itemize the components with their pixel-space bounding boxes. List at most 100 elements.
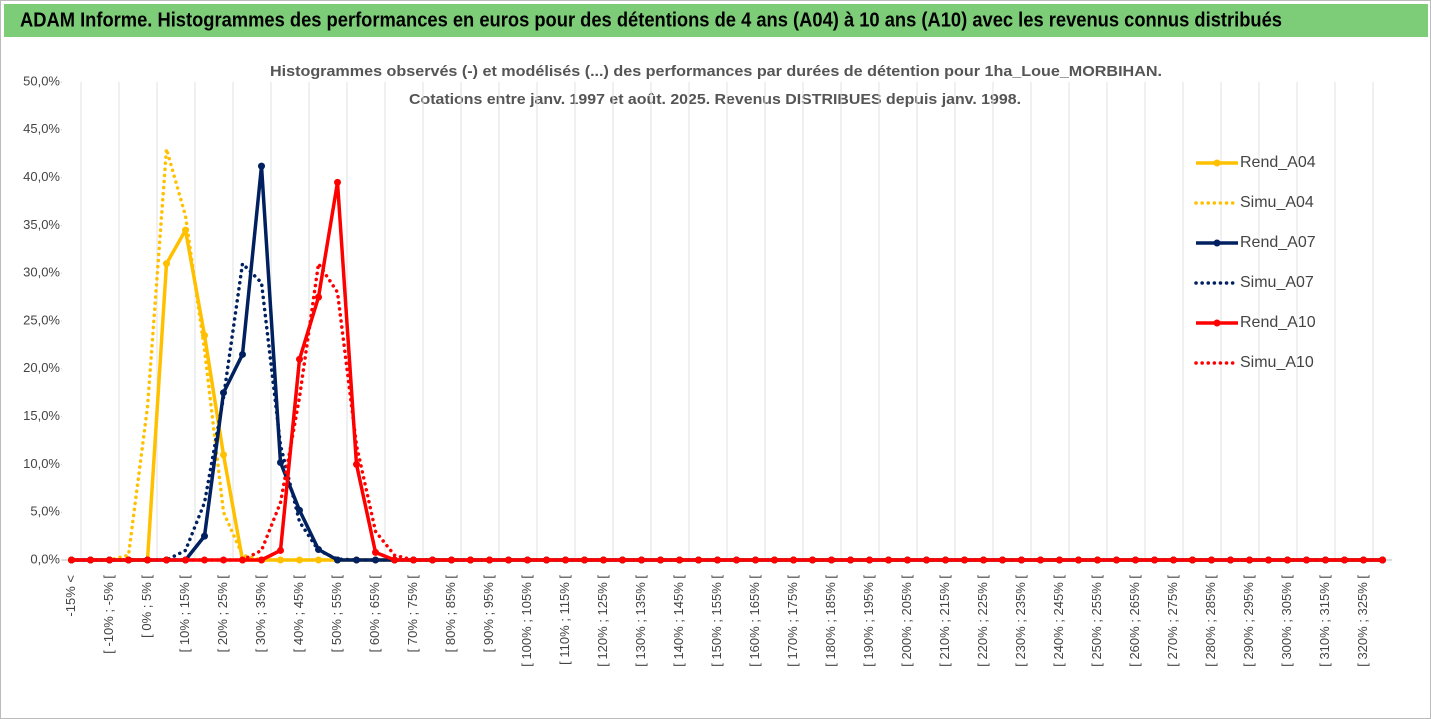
point [1151,556,1158,564]
x-tick-label: [ 300% ; 305% [ [1279,575,1294,667]
point [1265,556,1272,564]
legend-marker [1213,239,1221,247]
y-tick-label: 50,0% [23,73,60,88]
x-tick-label: [ 150% ; 155% [ [709,575,724,667]
point [1132,556,1139,564]
x-tick-label: [ 290% ; 295% [ [1241,575,1256,667]
point [448,556,455,564]
point [144,556,151,564]
legend-label: Rend_A10 [1240,314,1316,331]
point [942,556,949,564]
point [429,556,436,564]
x-tick-label: [ 240% ; 245% [ [1051,575,1066,667]
point [353,556,360,564]
y-tick-label: 25,0% [23,312,60,327]
point [1113,556,1120,564]
chart-subtitle: Cotations entre janv. 1997 et août. 2025… [409,91,1021,108]
y-tick-label: 30,0% [23,265,60,280]
point [334,178,341,186]
x-tick-label: [ 310% ; 315% [ [1317,575,1332,667]
point [220,451,227,459]
point [1322,556,1329,564]
point [163,556,170,564]
point [239,350,246,358]
point [1284,556,1291,564]
y-tick-label: 20,0% [23,360,60,375]
x-tick-label: [ 20% ; 25% [ [215,575,230,653]
x-tick-label: [ 40% ; 45% [ [291,575,306,653]
series-line [69,261,1385,562]
legend-label: Simu_A10 [1240,354,1314,371]
point [353,460,360,468]
x-tick-label: [ 320% ; 325% [ [1355,575,1370,667]
chart-title: Histogrammes observés (-) et modélisés (… [270,63,1162,80]
x-tick-label: [ 100% ; 105% [ [519,575,534,667]
x-tick-label: [ 130% ; 135% [ [633,575,648,667]
x-tick-label: [ 160% ; 165% [ [747,575,762,667]
point [467,556,474,564]
x-tick-label: [ 200% ; 205% [ [899,575,914,667]
x-tick-label: [ 10% ; 15% [ [177,575,192,653]
point [277,546,284,554]
x-tick-label: [ 260% ; 265% [ [1127,575,1142,667]
x-tick-label: [ 280% ; 285% [ [1203,575,1218,667]
point [277,458,284,466]
point [125,556,132,564]
point [1094,556,1101,564]
x-tick-label: [ 30% ; 35% [ [253,575,268,653]
point [638,556,645,564]
point [258,556,265,564]
point [790,556,797,564]
point [391,556,398,564]
x-tick-label: [ 270% ; 275% [ [1165,575,1180,667]
point [163,260,170,268]
point [296,355,303,363]
point [372,548,379,556]
point [600,556,607,564]
x-tick-label: [ -10% ; -5% [ [101,575,116,654]
legend-label: Rend_A04 [1240,154,1316,171]
point [619,556,626,564]
point [201,532,208,540]
y-tick-label: 35,0% [23,217,60,232]
x-tick-label: [ 0% ; 5% [ [139,575,154,638]
x-tick-label: [ 120% ; 125% [ [595,575,610,667]
point [961,556,968,564]
x-tick-label: [ 250% ; 255% [ [1089,575,1104,667]
legend-label: Rend_A07 [1240,234,1316,251]
y-tick-label: 0,0% [30,551,60,566]
x-tick-label: [ 220% ; 225% [ [975,575,990,667]
point [182,556,189,564]
x-tick-label: [ 230% ; 235% [ [1013,575,1028,667]
legend-label: Simu_A07 [1240,274,1314,291]
x-tick-label: [ 210% ; 215% [ [937,575,952,667]
y-tick-label: 15,0% [23,408,60,423]
header-title: ADAM Informe. Histogrammes des performan… [20,9,1282,31]
x-tick-label: [ 140% ; 145% [ [671,575,686,667]
point [258,162,265,170]
point [315,293,322,301]
y-tick-label: 5,0% [30,504,60,519]
point [372,556,379,564]
x-tick-label: -15% < [63,575,78,617]
x-tick-label: [ 50% ; 55% [ [329,575,344,653]
x-tick-label: [ 70% ; 75% [ [405,575,420,653]
header-bar [4,4,1428,37]
x-tick-label: [ 110% ; 115% [ [557,575,572,665]
legend-marker [1213,159,1221,167]
legend-label: Simu_A04 [1240,194,1314,211]
y-tick-label: 40,0% [23,169,60,184]
y-tick-label: 10,0% [23,456,60,471]
x-tick-label: [ 90% ; 95% [ [481,575,496,653]
point [486,556,493,564]
point [809,556,816,564]
point [771,556,778,564]
legend-marker [1213,319,1221,327]
x-tick-label: [ 80% ; 85% [ [443,575,458,653]
point [980,556,987,564]
x-tick-label: [ 60% ; 65% [ [367,575,382,653]
x-tick-label: [ 180% ; 185% [ [823,575,838,667]
point [1303,556,1310,564]
y-tick-label: 45,0% [23,121,60,136]
